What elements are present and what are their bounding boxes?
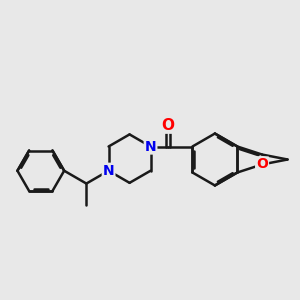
Text: O: O [162, 118, 175, 133]
Text: N: N [145, 140, 156, 154]
Text: O: O [256, 158, 268, 172]
Text: N: N [103, 164, 114, 178]
